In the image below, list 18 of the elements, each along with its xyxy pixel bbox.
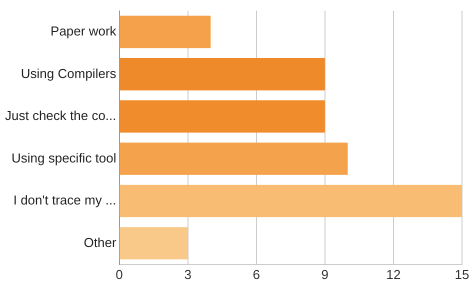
y-tick-label: Other — [84, 234, 117, 250]
x-tick-label: 9 — [321, 266, 329, 282]
bar — [120, 58, 325, 90]
y-tick-label: Using specific tool — [11, 150, 116, 166]
y-tick-label: Just check the co... — [4, 108, 116, 124]
x-tick-label: 15 — [454, 266, 470, 282]
bar — [120, 142, 348, 175]
x-tick-label: 12 — [386, 266, 401, 282]
bar — [120, 227, 188, 260]
y-tick-label: I don't trace my ... — [13, 192, 116, 208]
x-tick-label: 0 — [116, 266, 123, 282]
y-tick-label: Paper work — [50, 24, 117, 39]
bar — [120, 184, 462, 218]
bar — [120, 100, 325, 133]
bar — [120, 16, 211, 48]
x-tick-label: 3 — [184, 266, 192, 282]
x-tick-label: 6 — [252, 266, 260, 282]
y-tick-label: Using Compilers — [20, 66, 117, 81]
